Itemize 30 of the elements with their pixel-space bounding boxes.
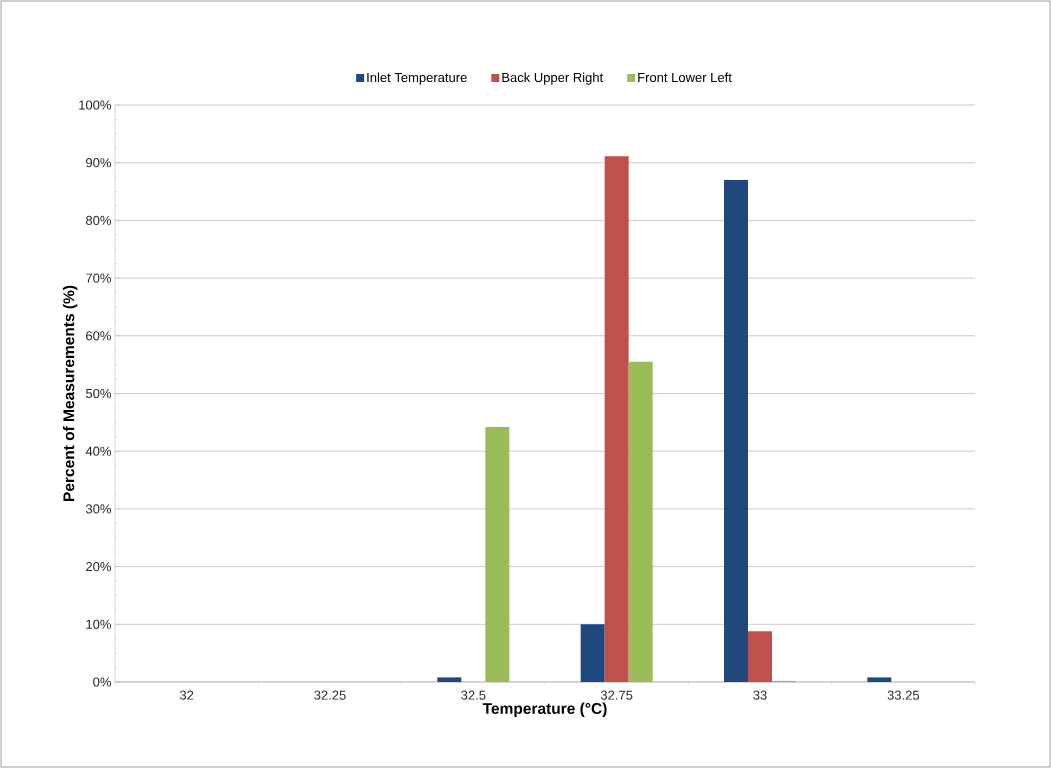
bar <box>867 677 892 682</box>
y-tick-label: 50% <box>85 388 112 399</box>
y-tick-label: 60% <box>86 331 112 341</box>
y-tick-label: 10% <box>86 619 112 629</box>
bar <box>604 156 629 682</box>
y-tick-label: 0% <box>93 677 112 687</box>
bar <box>485 426 510 682</box>
y-tick-label: 40% <box>85 446 112 456</box>
y-tick-label: 100% <box>79 100 112 110</box>
x-tick-label: 32.5 <box>461 690 486 700</box>
y-axis-title: Percent of Measurements (%) <box>62 285 78 501</box>
y-tick-label: 70% <box>86 273 112 283</box>
bar <box>437 677 462 682</box>
x-tick-label: 32.75 <box>600 690 633 700</box>
x-tick-label: 32.25 <box>314 690 346 700</box>
x-tick-label: 33.25 <box>887 690 920 700</box>
bar <box>724 180 748 682</box>
x-tick-label: 32 <box>179 690 194 700</box>
legend-label: Inlet Temperature <box>367 72 467 85</box>
legend-label: Back Upper Right <box>502 72 604 85</box>
x-axis-title: Temperature (°C) <box>482 702 607 718</box>
bar <box>580 624 605 682</box>
legend-label: Front Lower Left <box>638 72 732 83</box>
y-tick-label: 80% <box>86 215 112 225</box>
bar <box>628 361 653 682</box>
y-tick-label: 20% <box>86 561 112 572</box>
y-tick-label: 30% <box>85 504 112 514</box>
x-tick-label: 33 <box>753 690 767 700</box>
y-tick-label: 90% <box>86 158 112 168</box>
bar <box>748 631 772 682</box>
